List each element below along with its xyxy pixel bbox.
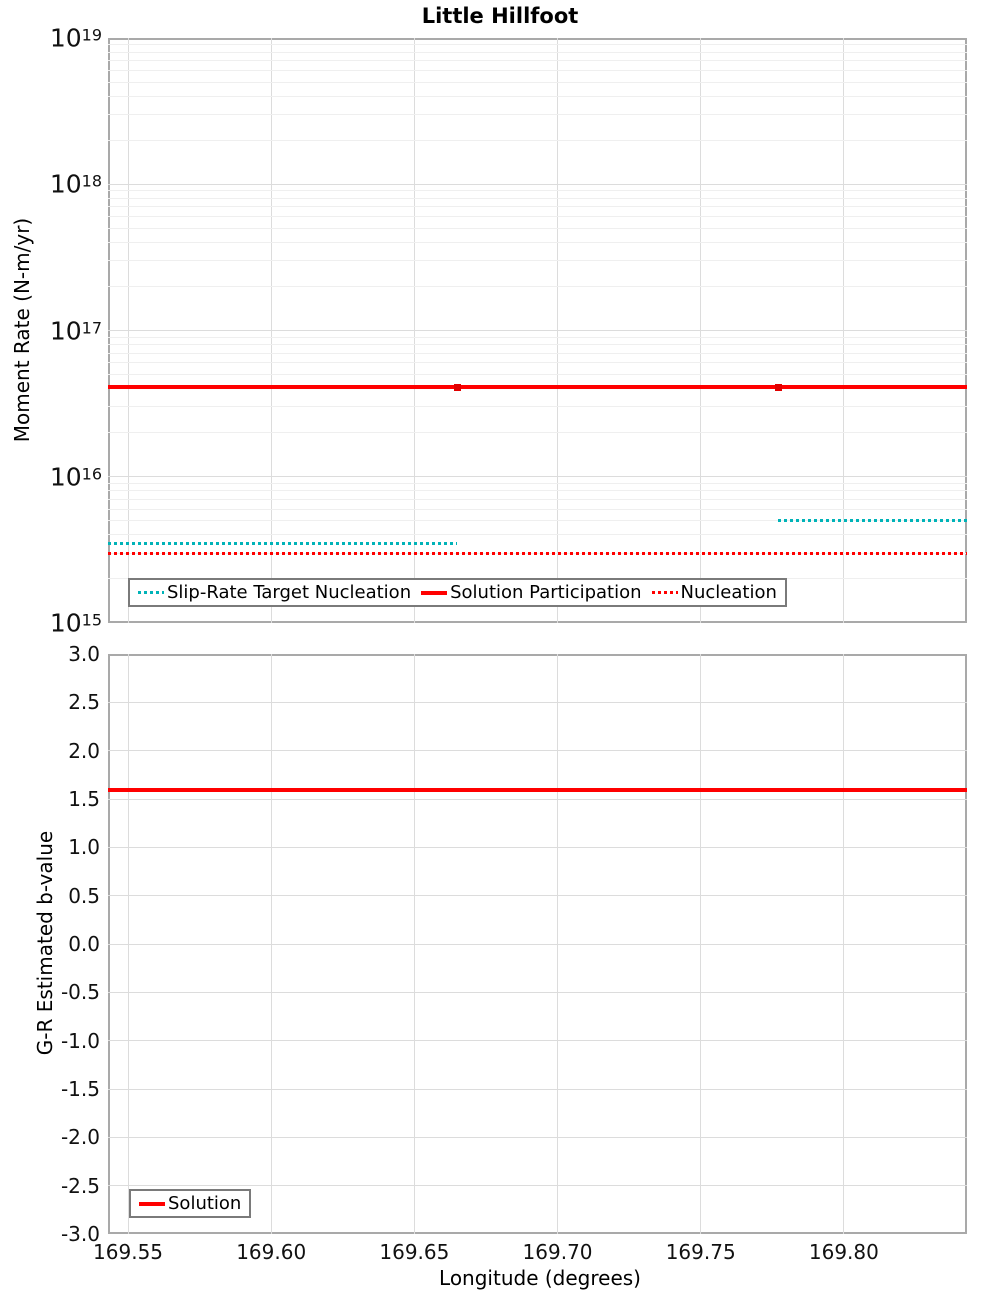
legend-entry: Slip-Rate Target Nucleation: [138, 582, 411, 603]
series-line-nucleation: [108, 551, 967, 555]
legend-entry: Nucleation: [651, 582, 777, 603]
y-tick-label: -0.5: [60, 980, 100, 1005]
chart-title: Little Hillfoot: [421, 4, 579, 28]
y-tick-label: 0.5: [68, 883, 100, 908]
minor-gridline: [108, 81, 967, 83]
series-line-slip-rate-target-nucleation: [778, 519, 967, 523]
x-tick-label: 169.60: [236, 1240, 307, 1264]
minor-gridline: [108, 227, 967, 229]
dotted-line-sample-icon: [138, 591, 164, 594]
minor-gridline: [108, 216, 967, 218]
y-tick-label: 2.5: [68, 690, 100, 715]
minor-gridline: [108, 534, 967, 536]
x-tick-label: 169.55: [93, 1240, 164, 1264]
minor-gridline: [108, 336, 967, 338]
x-tick-label: 169.80: [808, 1240, 879, 1264]
minor-gridline: [108, 352, 967, 354]
major-gridline: [108, 1088, 967, 1090]
legend-entry: Solution Participation: [421, 582, 642, 603]
longitude-axis-label: Longitude (degrees): [439, 1266, 641, 1290]
y-tick-label: 1.0: [68, 835, 100, 860]
major-gridline: [108, 476, 967, 478]
minor-gridline: [108, 260, 967, 262]
x-tick-label: 169.75: [665, 1240, 736, 1264]
minor-gridline: [108, 139, 967, 141]
y-tick-label: 2.0: [68, 738, 100, 763]
dotted-line-sample-icon: [651, 591, 678, 594]
moment-rate-legend: Slip-Rate Target Nucleation Solution Part…: [128, 578, 787, 607]
minor-gridline: [108, 190, 967, 192]
legend-entry: Solution: [139, 1193, 241, 1214]
y-tick-label: -2.0: [60, 1125, 100, 1150]
minor-gridline: [108, 508, 967, 510]
legend-label: Nucleation: [680, 582, 777, 603]
minor-gridline: [108, 482, 967, 484]
major-gridline: [108, 1040, 967, 1042]
legend-label: Solution Participation: [450, 582, 642, 603]
legend-label: Slip-Rate Target Nucleation: [167, 582, 412, 603]
minor-gridline: [108, 432, 967, 434]
series-point-marker: [774, 383, 782, 391]
y-tick-label: -1.0: [60, 1028, 100, 1053]
x-tick-label: 169.65: [379, 1240, 450, 1264]
major-gridline: [108, 750, 967, 752]
minor-gridline: [108, 60, 967, 62]
minor-gridline: [108, 285, 967, 287]
legend-label: Solution: [168, 1193, 242, 1214]
y-tick-label: 1015: [49, 608, 102, 638]
major-gridline: [108, 183, 967, 185]
b-value-legend: Solution: [129, 1189, 252, 1218]
y-tick-label: 3.0: [68, 642, 100, 666]
y-tick-label: -3.0: [60, 1222, 100, 1246]
series-line-slip-rate-target-nucleation: [108, 541, 458, 545]
x-tick-label: 169.70: [522, 1240, 593, 1264]
minor-gridline: [108, 241, 967, 243]
major-gridline: [108, 991, 967, 993]
minor-gridline: [108, 520, 967, 522]
minor-gridline: [108, 197, 967, 199]
major-gridline: [108, 1136, 967, 1138]
series-line-solution: [108, 788, 967, 793]
y-tick-label: 0.0: [68, 932, 100, 956]
major-gridline: [108, 895, 967, 897]
y-tick-label: 1019: [49, 23, 102, 53]
major-gridline: [108, 1185, 967, 1187]
minor-gridline: [108, 206, 967, 208]
major-gridline: [108, 943, 967, 945]
minor-gridline: [108, 95, 967, 97]
y-tick-label: 1.5: [68, 787, 100, 811]
major-gridline: [108, 701, 967, 703]
solid-line-sample-icon: [139, 1201, 165, 1206]
series-line-solution-participation: [108, 385, 967, 390]
major-gridline: [108, 846, 967, 848]
minor-gridline: [108, 344, 967, 346]
minor-gridline: [108, 374, 967, 376]
major-gridline: [108, 330, 967, 331]
y-tick-label: -2.5: [60, 1173, 100, 1198]
minor-gridline: [108, 69, 967, 71]
y-tick-label: 1018: [49, 169, 102, 199]
minor-gridline: [108, 406, 967, 408]
minor-gridline: [108, 51, 967, 53]
major-gridline: [108, 798, 967, 800]
minor-gridline: [108, 113, 967, 115]
series-point-marker: [453, 383, 461, 391]
minor-gridline: [108, 498, 967, 500]
minor-gridline: [108, 362, 967, 364]
solid-line-sample-icon: [421, 590, 448, 595]
y-tick-label: -1.5: [60, 1077, 100, 1101]
y-tick-label: 1016: [49, 462, 102, 492]
minor-gridline: [108, 490, 967, 492]
y-tick-label: 1017: [49, 316, 102, 345]
minor-gridline: [108, 44, 967, 46]
